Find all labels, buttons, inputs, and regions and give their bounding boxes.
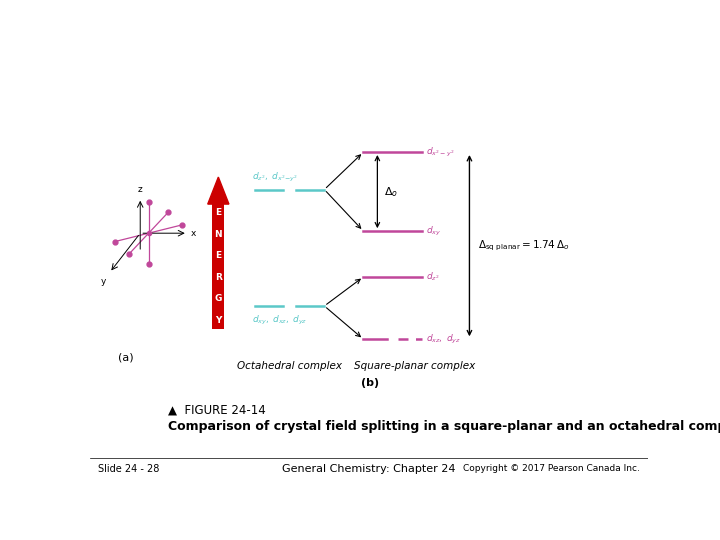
Text: $\Delta_{\rm sq\ planar} = 1.74\,\Delta_o$: $\Delta_{\rm sq\ planar} = 1.74\,\Delta_…: [478, 239, 570, 253]
Text: (a): (a): [119, 353, 134, 363]
Bar: [212, 204, 225, 329]
Text: $\Delta_o$: $\Delta_o$: [384, 185, 398, 199]
Text: z: z: [138, 185, 143, 194]
Text: x: x: [190, 229, 196, 238]
Text: y: y: [100, 277, 106, 286]
Polygon shape: [208, 177, 229, 204]
Text: N: N: [215, 230, 222, 239]
Text: Octahedral complex: Octahedral complex: [237, 361, 342, 372]
Text: Y: Y: [215, 316, 222, 325]
Text: Square-planar complex: Square-planar complex: [354, 361, 476, 372]
Text: E: E: [215, 251, 222, 260]
Text: Copyright © 2017 Pearson Canada Inc.: Copyright © 2017 Pearson Canada Inc.: [463, 464, 639, 474]
Text: (b): (b): [361, 378, 379, 388]
Text: G: G: [215, 294, 222, 303]
Text: $d_{z^2}$: $d_{z^2}$: [426, 271, 440, 283]
Text: $d_{xz},\; d_{yz}$: $d_{xz},\; d_{yz}$: [426, 333, 462, 346]
Text: E: E: [215, 208, 222, 217]
Text: R: R: [215, 273, 222, 282]
Text: $d_{xy},\; d_{xz},\; d_{yz}$: $d_{xy},\; d_{xz},\; d_{yz}$: [252, 313, 307, 327]
Text: $d_{z^2},\; d_{x^2\!-\!y^2}$: $d_{z^2},\; d_{x^2\!-\!y^2}$: [252, 171, 298, 184]
Text: Slide 24 - 28: Slide 24 - 28: [99, 464, 160, 474]
Text: ▲  FIGURE 24-14: ▲ FIGURE 24-14: [168, 403, 266, 416]
Text: $d_{x^2-y^2}$: $d_{x^2-y^2}$: [426, 146, 455, 159]
Text: Comparison of crystal field splitting in a square-planar and an octahedral compl: Comparison of crystal field splitting in…: [168, 420, 720, 433]
Text: $d_{xy}$: $d_{xy}$: [426, 225, 442, 238]
Text: General Chemistry: Chapter 24: General Chemistry: Chapter 24: [282, 464, 456, 474]
